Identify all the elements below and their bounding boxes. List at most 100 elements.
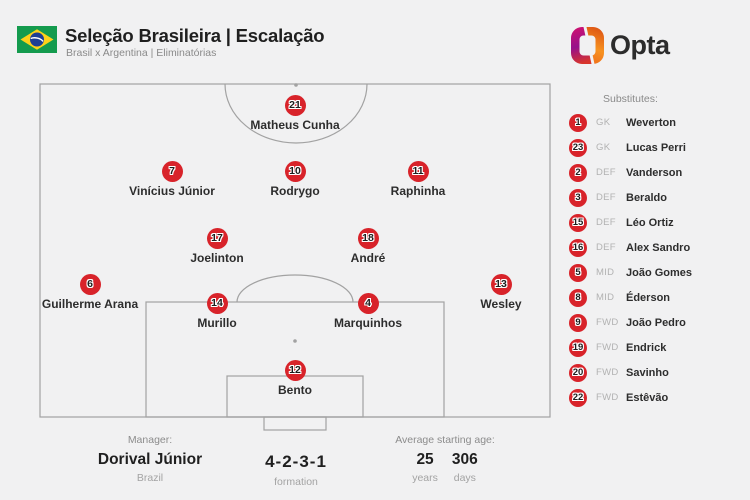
age-days-unit: days <box>453 472 476 484</box>
substitute-number-badge: 19 <box>569 338 587 357</box>
substitute-name: Savinho <box>626 366 669 379</box>
substitute-position: MID <box>596 292 615 303</box>
manager-block: Manager: Dorival Júnior Brazil <box>85 434 215 484</box>
player-number-badge: 21 <box>284 94 306 116</box>
substitute-position: FWD <box>596 392 619 403</box>
player-number: 17 <box>211 232 223 244</box>
formation-value: 4-2-3-1 <box>265 452 327 471</box>
substitute-position: DEF <box>596 242 616 253</box>
player-number-badge: 4 <box>357 292 379 314</box>
player-number: 18 <box>362 232 374 244</box>
substitute-row: 3 DEF Beraldo <box>569 185 692 210</box>
substitute-row: 2 DEF Vanderson <box>569 160 692 185</box>
substitute-number: 9 <box>575 317 581 328</box>
penalty-spot <box>293 339 297 343</box>
player-number: 10 <box>289 165 301 177</box>
substitute-name: Éderson <box>626 291 671 304</box>
substitute-name: João Pedro <box>626 316 686 329</box>
brazil-flag-icon <box>17 26 57 53</box>
substitute-name: Estêvão <box>626 391 669 404</box>
player-name: André <box>350 251 386 265</box>
substitute-number: 20 <box>572 367 584 378</box>
player-name: Rodrygo <box>270 184 320 198</box>
substitute-row: 22 FWD Estêvão <box>569 385 692 410</box>
substitute-number-badge: 3 <box>569 188 587 207</box>
player-number-badge: 13 <box>490 273 512 295</box>
substitute-row: 20 FWD Savinho <box>569 360 692 385</box>
substitute-row: 8 MID Éderson <box>569 285 692 310</box>
substitute-name: Weverton <box>626 116 676 129</box>
substitute-position: DEF <box>596 217 616 228</box>
substitute-position: MID <box>596 267 615 278</box>
player-number-badge: 11 <box>407 160 429 182</box>
player-number: 12 <box>289 364 301 376</box>
player-number: 7 <box>169 165 175 177</box>
substitute-name: Léo Ortiz <box>626 216 674 229</box>
manager-name: Dorival Júnior <box>97 451 203 468</box>
substitute-position: FWD <box>596 367 619 378</box>
substitute-name: Alex Sandro <box>626 241 691 254</box>
player-name: Joelinton <box>190 251 244 265</box>
substitute-number: 19 <box>572 342 584 353</box>
substitute-name: João Gomes <box>626 266 693 279</box>
age-days-value: 306 <box>451 451 478 468</box>
player-number: 13 <box>495 278 507 290</box>
player-name: Guilherme Arana <box>41 297 139 311</box>
player-name: Vinícius Júnior <box>129 184 215 198</box>
substitute-number-badge: 16 <box>569 238 587 257</box>
age-years-value: 25 <box>416 451 434 468</box>
manager-country: Brazil <box>136 472 164 484</box>
page-subtitle: Brasil x Argentina | Eliminatórias <box>66 47 217 59</box>
substitute-number-badge: 22 <box>569 388 587 407</box>
substitute-number-badge: 2 <box>569 163 587 182</box>
substitute-position: DEF <box>596 192 616 203</box>
opta-logo-icon <box>571 27 604 64</box>
player-number-badge: 14 <box>206 292 228 314</box>
player-number: 6 <box>87 278 93 290</box>
player-name: Wesley <box>480 297 522 311</box>
substitute-number: 1 <box>575 117 581 128</box>
substitute-number: 3 <box>575 192 581 203</box>
substitute-number: 5 <box>575 267 581 278</box>
substitute-number-badge: 15 <box>569 213 587 232</box>
player-number-badge: 10 <box>284 160 306 182</box>
player-name: Matheus Cunha <box>250 118 340 132</box>
substitute-row: 19 FWD Endrick <box>569 335 692 360</box>
substitute-number: 2 <box>575 167 581 178</box>
substitute-position: GK <box>596 142 611 153</box>
substitute-position: GK <box>596 117 611 128</box>
formation-block: 4-2-3-1 formation <box>246 452 346 488</box>
manager-label: Manager: <box>127 434 173 446</box>
substitute-number: 23 <box>572 142 584 153</box>
substitutes-heading: Substitutes: <box>603 93 658 105</box>
substitute-name: Endrick <box>626 341 667 354</box>
player-number: 21 <box>289 99 301 111</box>
player-number: 11 <box>412 165 424 177</box>
goal <box>263 416 327 431</box>
average-age-values: 25 years 306 days <box>382 451 508 484</box>
substitute-row: 9 FWD João Pedro <box>569 310 692 335</box>
substitute-row: 15 DEF Léo Ortiz <box>569 210 692 235</box>
center-spot <box>294 83 298 87</box>
substitutes-list: 1 GK Weverton 23 GK Lucas Perri 2 DEF Va… <box>569 110 692 410</box>
substitute-number-badge: 20 <box>569 363 587 382</box>
substitute-number: 15 <box>572 217 584 228</box>
age-days-column: 306 days <box>452 451 478 484</box>
substitute-row: 23 GK Lucas Perri <box>569 135 692 160</box>
player-name: Raphinha <box>390 184 446 198</box>
player-number: 14 <box>211 297 223 309</box>
substitute-name: Lucas Perri <box>626 141 686 154</box>
player-number-badge: 7 <box>161 160 183 182</box>
substitute-number-badge: 8 <box>569 288 587 307</box>
player-name: Bento <box>278 383 312 397</box>
substitute-number: 8 <box>575 292 581 303</box>
player-number-badge: 17 <box>206 227 228 249</box>
player-number: 4 <box>365 297 371 309</box>
substitute-number-badge: 9 <box>569 313 587 332</box>
player-name: Murillo <box>197 316 237 330</box>
player-name: Marquinhos <box>334 316 402 330</box>
substitute-name: Vanderson <box>626 166 683 179</box>
substitute-position: FWD <box>596 342 619 353</box>
age-years-unit: years <box>412 472 438 484</box>
substitute-number-badge: 23 <box>569 138 587 157</box>
